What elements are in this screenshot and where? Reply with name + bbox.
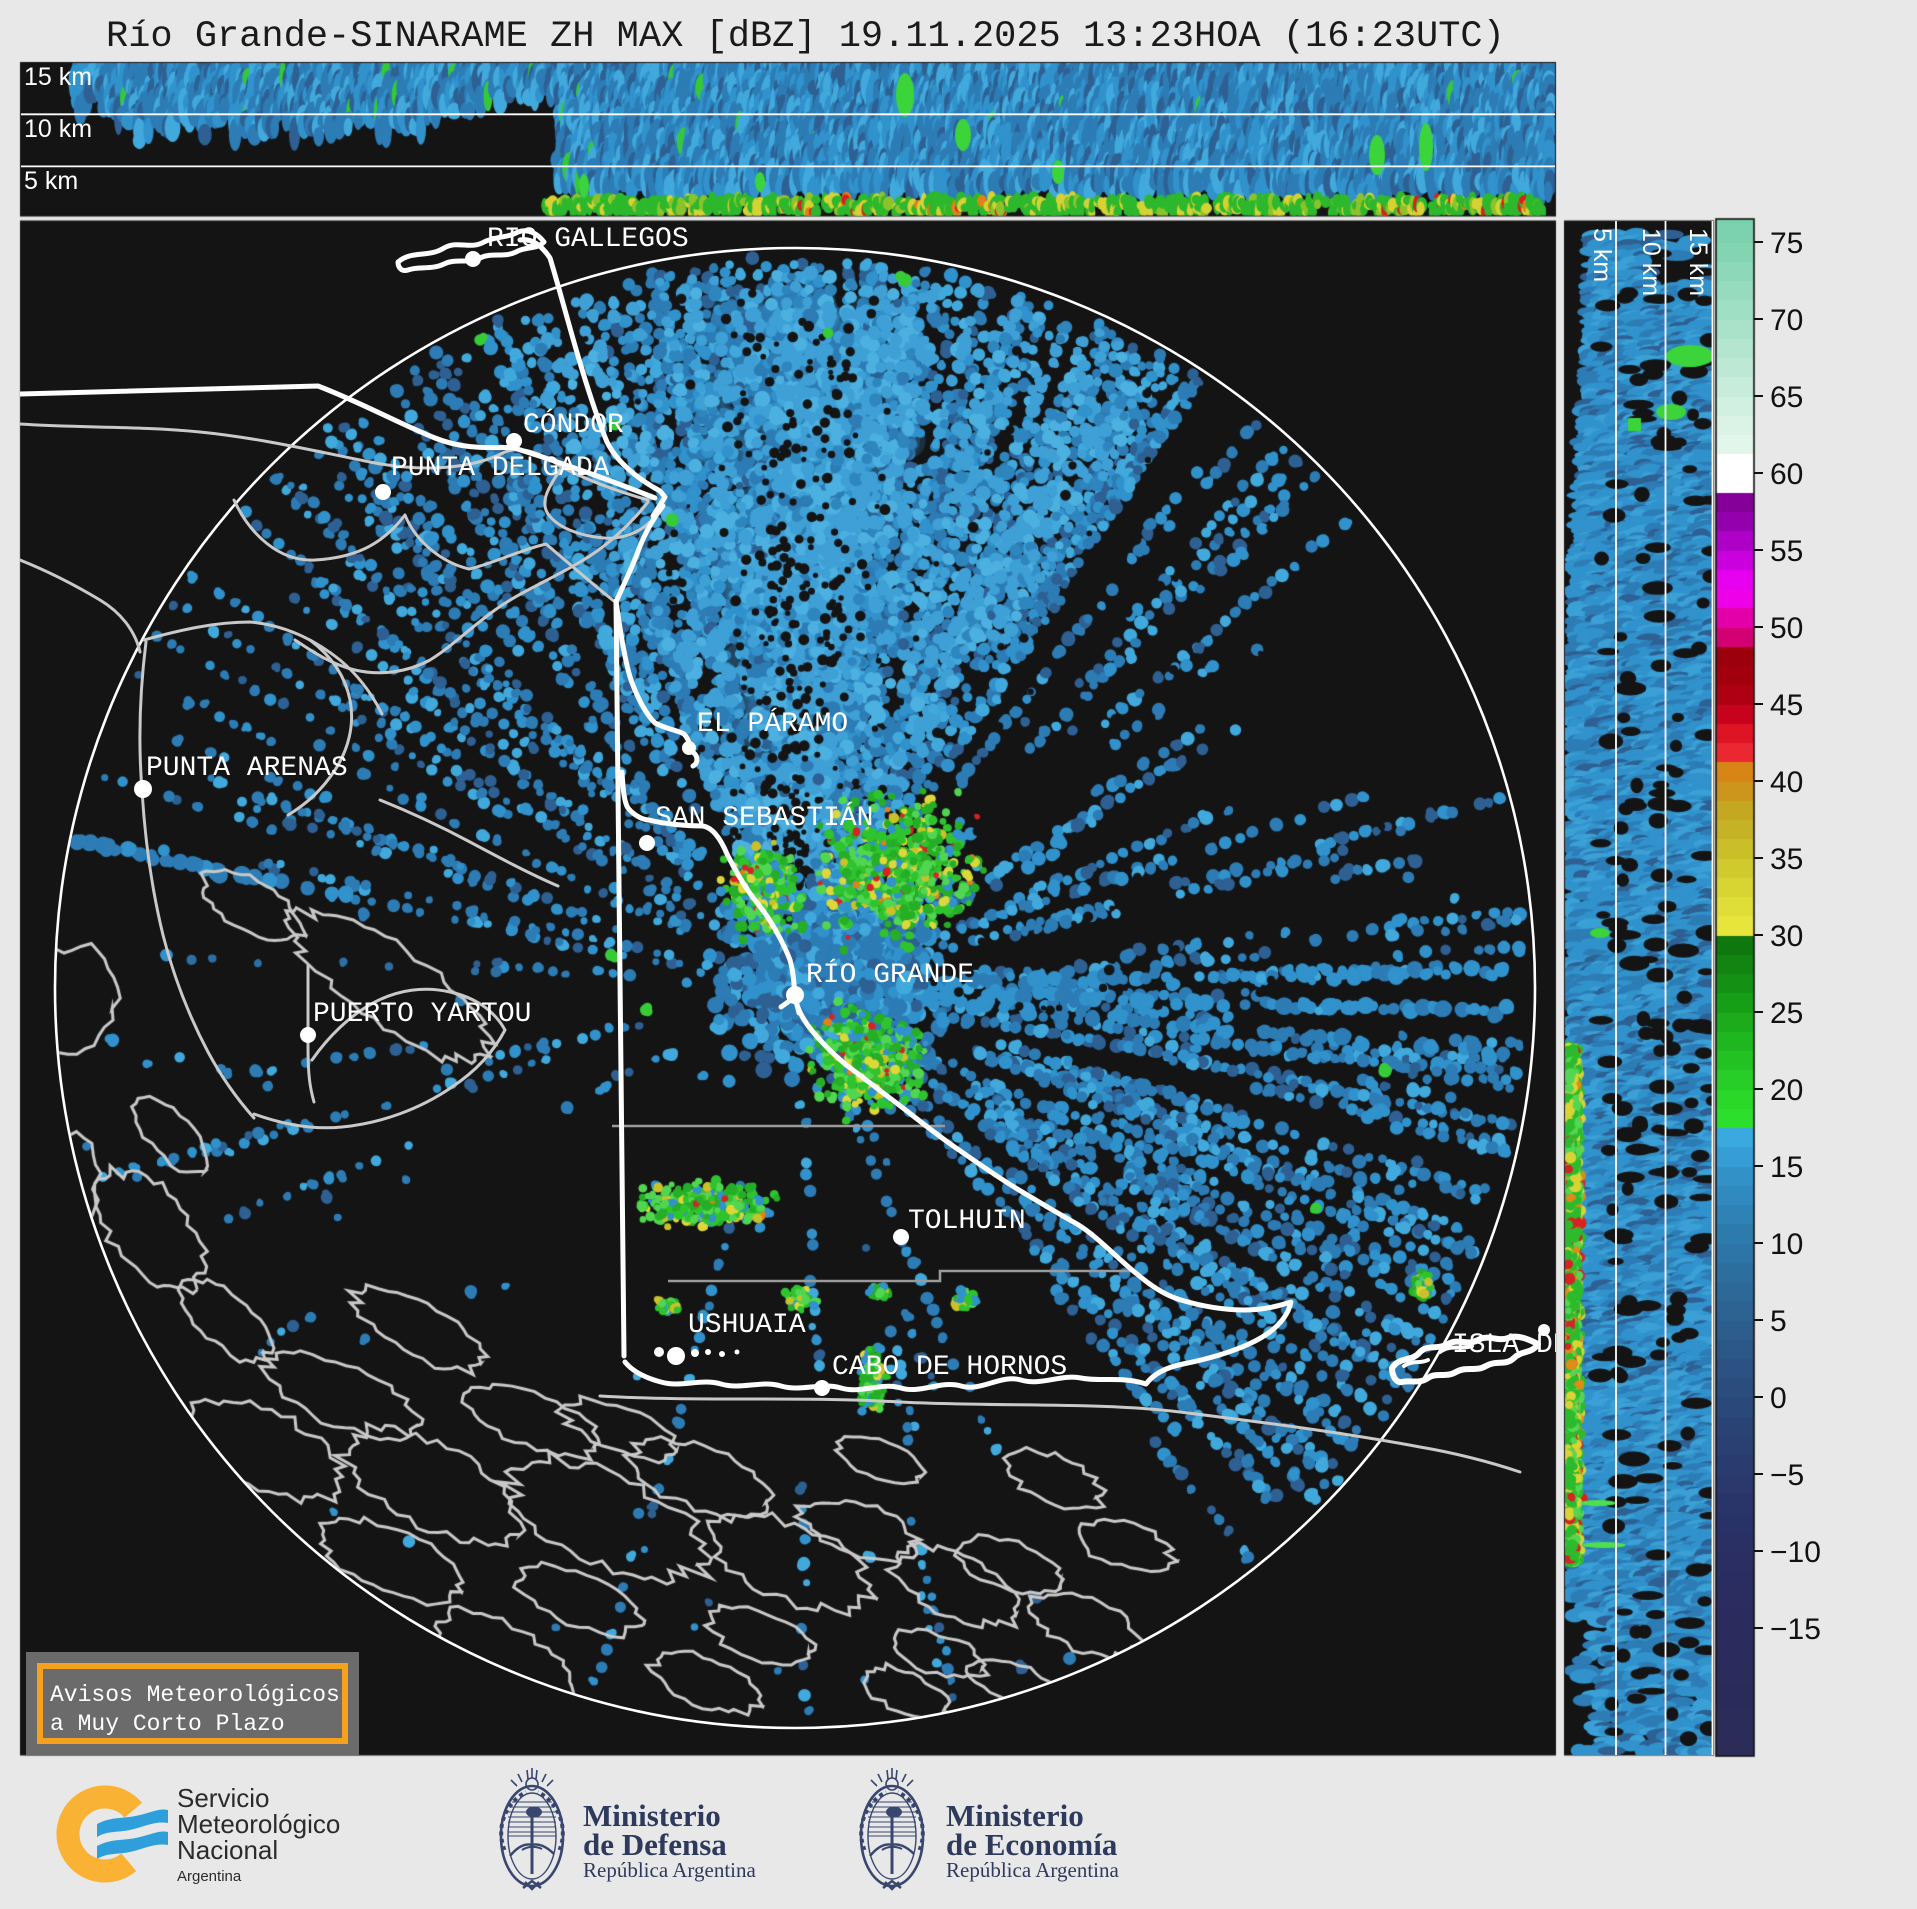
svg-text:Meteorológico: Meteorológico [177,1809,340,1839]
svg-text:Ministerio: Ministerio [583,1798,721,1833]
svg-text:25: 25 [1770,997,1803,1030]
svg-text:60: 60 [1770,458,1803,491]
svg-text:Argentina: Argentina [177,1868,242,1885]
svg-text:10 km: 10 km [1637,228,1665,296]
svg-text:−15: −15 [1770,1613,1821,1646]
svg-text:65: 65 [1770,381,1803,414]
svg-text:10 km: 10 km [24,115,92,143]
svg-text:0: 0 [1770,1382,1787,1415]
svg-text:Nacional: Nacional [177,1835,278,1865]
svg-text:Servicio: Servicio [177,1783,269,1813]
svg-text:75: 75 [1770,227,1803,260]
svg-text:ISLA DE: ISLA DE [1452,1330,1570,1361]
svg-text:20: 20 [1770,1074,1803,1107]
svg-text:−5: −5 [1770,1459,1804,1492]
svg-text:15: 15 [1770,1151,1803,1184]
svg-text:de Economía: de Economía [946,1827,1118,1862]
svg-text:PUERTO YARTOU: PUERTO YARTOU [313,999,531,1030]
svg-text:40: 40 [1770,766,1803,799]
svg-text:SAN SEBASTIÁN: SAN SEBASTIÁN [655,802,873,834]
svg-text:30: 30 [1770,920,1803,953]
svg-text:35: 35 [1770,843,1803,876]
svg-text:50: 50 [1770,612,1803,645]
svg-text:15 km: 15 km [24,63,92,91]
svg-text:TOLHUIN: TOLHUIN [908,1206,1026,1237]
svg-text:PUNTA ARENAS: PUNTA ARENAS [146,753,348,784]
svg-text:5 km: 5 km [24,167,78,195]
svg-text:RÍO GRANDE: RÍO GRANDE [806,959,974,991]
svg-text:USHUAIA: USHUAIA [688,1310,806,1341]
svg-text:CÓNDOR: CÓNDOR [523,408,624,441]
svg-text:Ministerio: Ministerio [946,1798,1084,1833]
svg-text:Río Grande-SINARAME ZH MAX [dB: Río Grande-SINARAME ZH MAX [dBZ] 19.11.2… [106,16,1505,58]
svg-text:de Defensa: de Defensa [583,1827,727,1862]
svg-text:República Argentina: República Argentina [583,1858,756,1882]
svg-text:5 km: 5 km [1588,228,1616,282]
svg-text:CABO DE HORNOS: CABO DE HORNOS [832,1352,1067,1383]
svg-text:15 km: 15 km [1684,228,1712,296]
svg-text:70: 70 [1770,304,1803,337]
svg-text:45: 45 [1770,689,1803,722]
svg-text:10: 10 [1770,1228,1803,1261]
svg-text:a Muy Corto Plazo: a Muy Corto Plazo [50,1711,285,1737]
svg-text:EL PÁRAMO: EL PÁRAMO [697,708,848,740]
svg-text:República Argentina: República Argentina [946,1858,1119,1882]
svg-text:PUNTA DELGADA: PUNTA DELGADA [391,453,610,484]
svg-text:Avisos Meteorológicos: Avisos Meteorológicos [50,1682,340,1708]
svg-text:55: 55 [1770,535,1803,568]
svg-text:RIO GALLEGOS: RIO GALLEGOS [487,224,689,255]
svg-text:5: 5 [1770,1305,1787,1338]
svg-text:−10: −10 [1770,1536,1821,1569]
